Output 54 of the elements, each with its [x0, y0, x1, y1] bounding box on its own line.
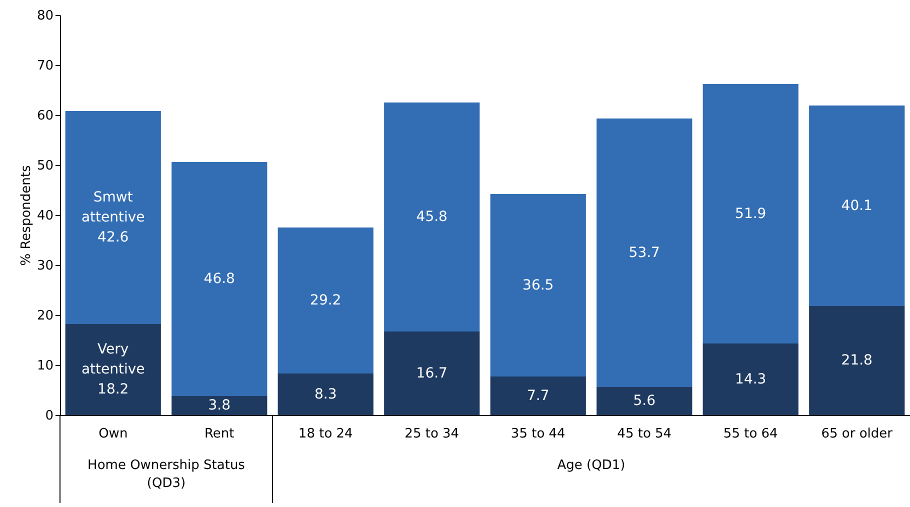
x-tick-label: 25 to 34 — [404, 426, 460, 442]
y-tick-label: 30 — [36, 258, 54, 274]
x-tick-label: 18 to 24 — [298, 426, 353, 442]
data-label: 8.3 — [314, 386, 337, 402]
x-tick-label: 35 to 44 — [510, 426, 566, 442]
data-label: 53.7 — [628, 244, 660, 261]
x-tick-label: Rent — [204, 426, 234, 442]
series-label: Smwt attentive — [81, 190, 145, 226]
data-label: 45.8 — [416, 209, 448, 225]
y-tick-label: 10 — [36, 358, 54, 374]
y-tick-label: 70 — [36, 58, 54, 74]
y-tick-label: 50 — [36, 158, 54, 174]
x-tick-label: 45 to 54 — [617, 426, 672, 442]
y-tick-label: 40 — [36, 208, 54, 224]
x-tick-label: 55 to 64 — [723, 426, 778, 442]
bar — [278, 374, 374, 415]
data-label: 40.1 — [841, 198, 872, 214]
bar — [172, 162, 268, 396]
data-label: 36.5 — [522, 277, 554, 294]
bar — [596, 387, 692, 415]
bar — [384, 102, 480, 332]
y-tick-label: 0 — [45, 408, 54, 424]
data-label: 18.2 — [98, 382, 129, 398]
series-label: Very attentive — [81, 342, 145, 378]
data-label: 3.8 — [208, 398, 231, 414]
x-tick-label: Own — [98, 426, 128, 442]
data-label: 29.2 — [310, 292, 342, 308]
data-label: 42.6 — [98, 230, 129, 246]
data-label: 16.7 — [416, 365, 448, 382]
bar — [809, 306, 905, 415]
bar — [278, 228, 374, 374]
text: Home Ownership Status (QD3) — [88, 458, 246, 491]
data-label: 14.3 — [735, 371, 766, 388]
y-axis-title: % Respondents — [18, 165, 34, 266]
bar — [384, 332, 480, 415]
bar — [702, 344, 798, 415]
bar — [172, 396, 268, 415]
y-tick-label: 60 — [36, 108, 54, 124]
bar — [65, 324, 161, 415]
data-label: 5.6 — [633, 393, 656, 409]
text: Age (QD1) — [557, 458, 626, 473]
bar — [702, 84, 798, 344]
y-tick-label: 80 — [36, 8, 54, 24]
bar — [490, 194, 586, 376]
x-tick-label: 65 or older — [821, 426, 894, 442]
y-tick-label: 20 — [36, 308, 54, 324]
data-label: 21.8 — [841, 352, 872, 368]
data-label: 46.8 — [204, 271, 235, 287]
bar — [65, 111, 161, 324]
bar — [596, 118, 692, 387]
data-label: 7.7 — [526, 388, 550, 404]
data-label: 51.9 — [735, 206, 766, 222]
bar — [809, 106, 905, 306]
bar — [490, 376, 586, 415]
